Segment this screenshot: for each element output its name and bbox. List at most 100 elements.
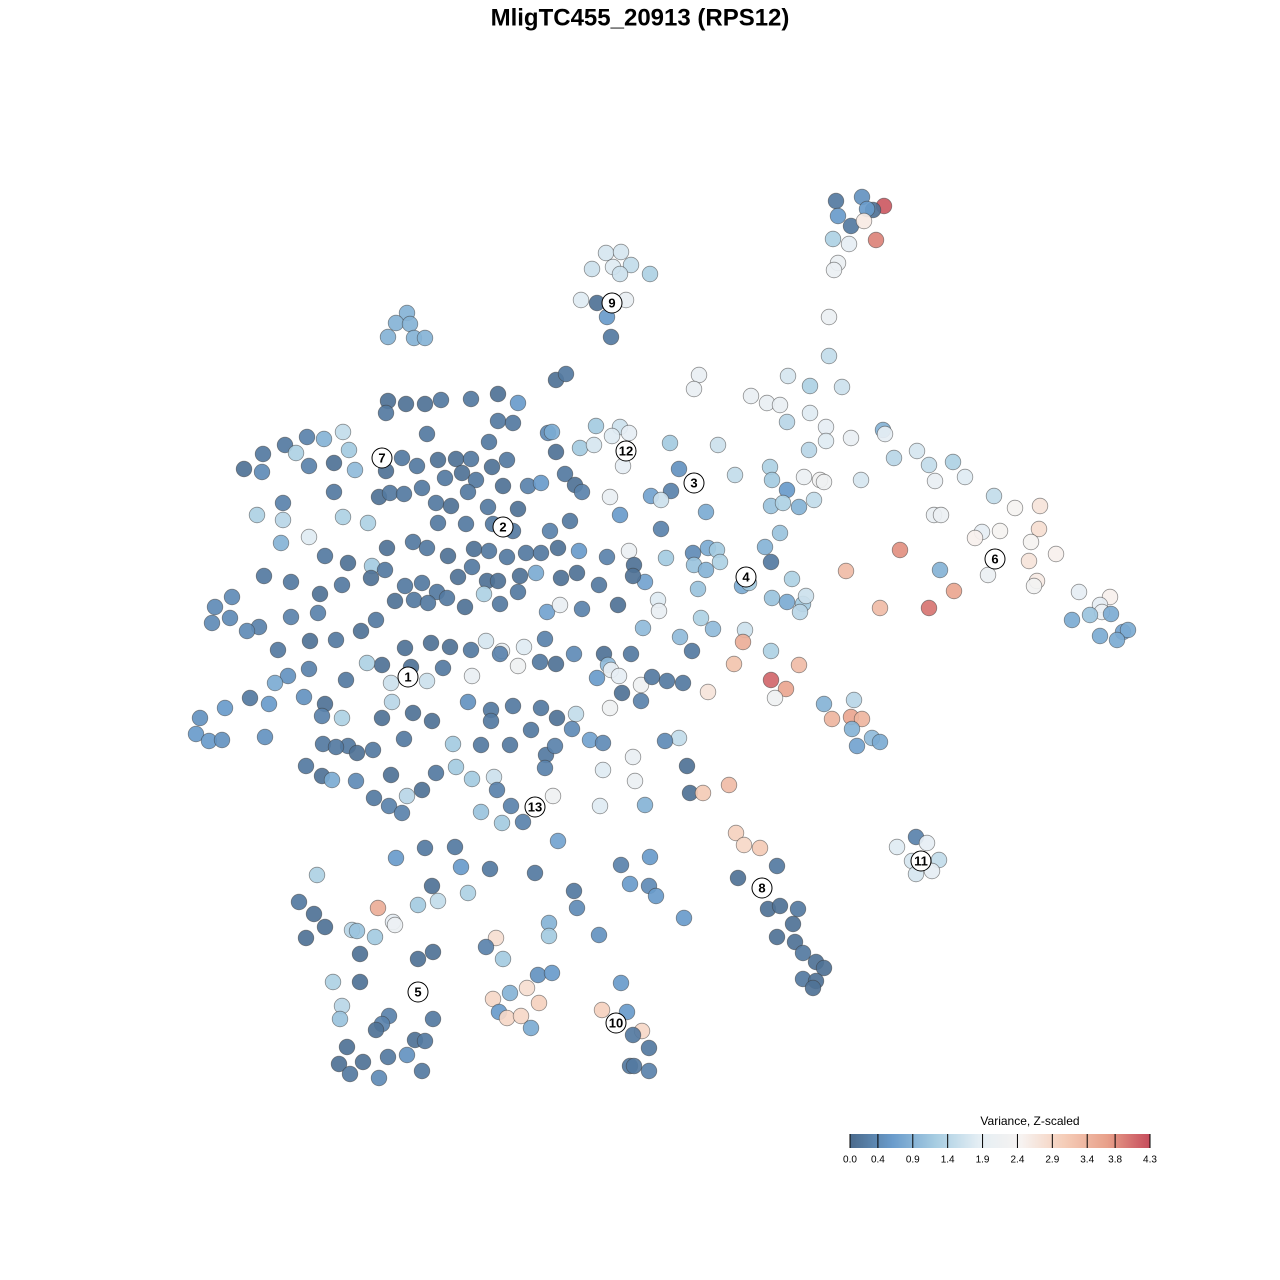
point	[309, 604, 327, 622]
cluster-label: 1	[404, 669, 411, 684]
point	[991, 522, 1009, 540]
point	[266, 674, 284, 692]
point	[1063, 611, 1081, 629]
point	[316, 918, 334, 936]
point	[489, 385, 507, 403]
point	[416, 1032, 434, 1050]
point	[612, 856, 630, 874]
point	[527, 564, 545, 582]
point	[447, 758, 465, 776]
cluster-label-circle	[492, 516, 514, 538]
point	[593, 1001, 611, 1019]
point	[463, 667, 481, 685]
point	[429, 892, 447, 910]
point	[333, 709, 351, 727]
point	[404, 704, 422, 722]
point	[636, 796, 654, 814]
point	[763, 589, 781, 607]
point	[790, 498, 808, 516]
point	[396, 577, 414, 595]
point	[359, 514, 377, 532]
point	[590, 576, 608, 594]
point	[853, 710, 871, 728]
point	[670, 729, 688, 747]
point	[611, 506, 629, 524]
point	[842, 429, 860, 447]
point	[404, 533, 422, 551]
point	[354, 1053, 372, 1071]
point	[481, 860, 499, 878]
point	[248, 506, 266, 524]
point	[260, 695, 278, 713]
cluster-label: 3	[690, 475, 697, 490]
point	[804, 979, 822, 997]
point	[837, 562, 855, 580]
point	[416, 839, 434, 857]
point	[274, 494, 292, 512]
point	[323, 771, 341, 789]
point	[932, 506, 950, 524]
point	[380, 797, 398, 815]
point	[413, 574, 431, 592]
point	[543, 964, 561, 982]
point	[848, 737, 866, 755]
point	[762, 671, 780, 689]
point	[475, 585, 493, 603]
point	[191, 709, 209, 727]
point	[888, 838, 906, 856]
point	[423, 712, 441, 730]
point	[413, 479, 431, 497]
point	[573, 600, 591, 618]
point	[331, 1010, 349, 1028]
point	[338, 1038, 356, 1056]
point	[565, 882, 583, 900]
point	[622, 256, 640, 274]
point	[704, 620, 722, 638]
point	[509, 394, 527, 412]
point	[351, 945, 369, 963]
point	[413, 1062, 431, 1080]
point	[397, 395, 415, 413]
point	[671, 628, 689, 646]
point	[815, 959, 833, 977]
point	[594, 761, 612, 779]
point	[602, 328, 620, 346]
point	[690, 366, 708, 384]
point	[279, 667, 297, 685]
point	[518, 979, 536, 997]
point	[640, 1062, 658, 1080]
colorbar-tick-label: 1.9	[976, 1155, 990, 1166]
point	[418, 539, 436, 557]
point	[609, 596, 627, 614]
point	[325, 454, 343, 472]
cluster-label: 5	[414, 984, 421, 999]
cluster-label: 12	[619, 443, 633, 458]
point	[512, 1007, 530, 1025]
point	[771, 396, 789, 414]
point	[833, 378, 851, 396]
point	[789, 900, 807, 918]
point	[1022, 533, 1040, 551]
point	[625, 1057, 643, 1075]
point	[634, 619, 652, 637]
point	[885, 449, 903, 467]
point	[652, 520, 670, 538]
point	[573, 483, 591, 501]
point	[530, 994, 548, 1012]
point	[494, 950, 512, 968]
point	[766, 689, 784, 707]
point	[817, 432, 835, 450]
point	[652, 491, 670, 509]
point	[568, 899, 586, 917]
point	[491, 595, 509, 613]
point	[699, 683, 717, 701]
cluster-label-circle	[371, 447, 393, 469]
point	[472, 736, 490, 754]
point	[398, 787, 416, 805]
point	[549, 539, 567, 557]
cluster-label: 8	[758, 880, 765, 895]
point	[871, 599, 889, 617]
point	[626, 772, 644, 790]
point	[685, 380, 703, 398]
point	[439, 547, 457, 565]
